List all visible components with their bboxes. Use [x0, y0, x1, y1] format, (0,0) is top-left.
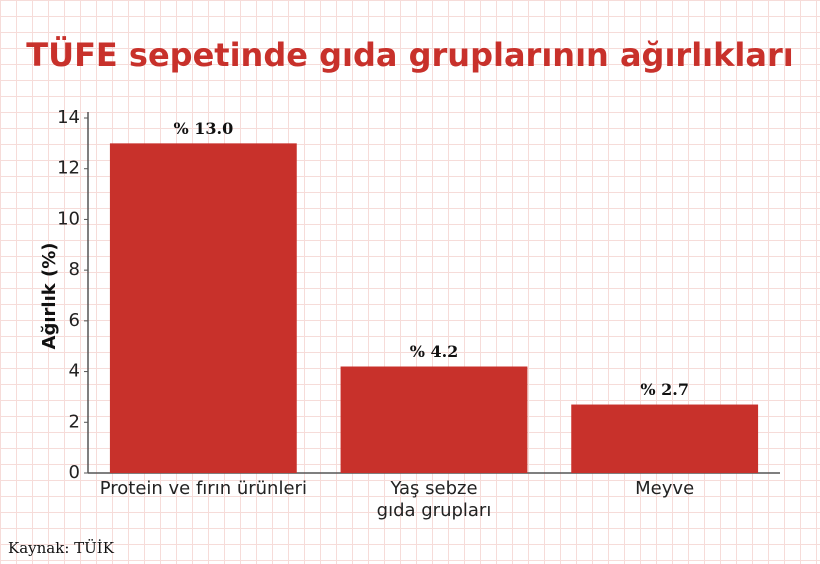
y-tick-label: 8	[69, 259, 80, 280]
y-tick-label: 6	[69, 310, 80, 331]
bar	[571, 404, 759, 473]
bar	[340, 366, 528, 473]
y-tick-label: 14	[57, 107, 80, 128]
value-label: % 4.2	[410, 342, 459, 361]
x-tick-label: Protein ve fırın ürünleri	[99, 478, 307, 499]
y-tick-label: 12	[57, 158, 80, 179]
y-tick-label: 2	[69, 411, 80, 432]
x-tick-label: Yaş sebze gıda grupları	[376, 478, 492, 521]
y-tick-label: 10	[57, 208, 80, 229]
y-tick-label: 4	[69, 361, 80, 382]
x-tick-label: Meyve	[635, 478, 695, 499]
value-label: % 13.0	[173, 119, 233, 138]
source: Kaynak: TÜİK	[8, 539, 115, 557]
y-axis-label: Ağırlık (%)	[39, 243, 60, 350]
chart-title: TÜFE sepetinde gıda gruplarının ağırlıkl…	[26, 36, 793, 74]
value-label: % 2.7	[640, 380, 689, 399]
y-tick-label: 0	[69, 462, 80, 483]
bar	[109, 143, 297, 473]
